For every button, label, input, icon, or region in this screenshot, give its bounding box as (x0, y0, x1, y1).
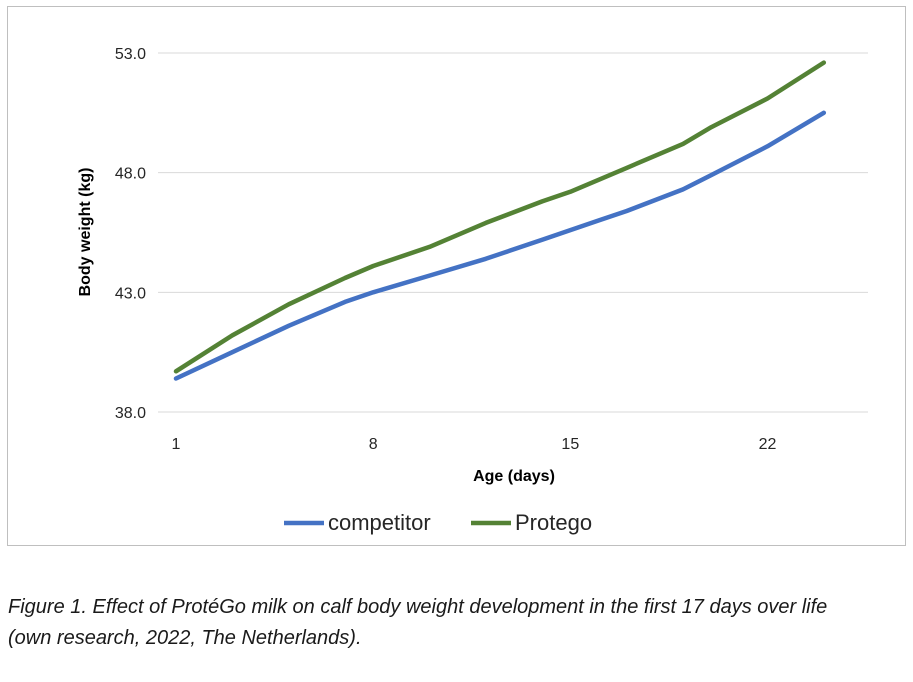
y-tick-label: 38.0 (115, 405, 146, 422)
legend-label-protego: Protego (515, 510, 592, 535)
series-line-competitor (173, 110, 827, 381)
x-axis-title: Age (days) (473, 468, 555, 485)
y-tick-label: 43.0 (115, 285, 146, 302)
caption-line-1: Figure 1. Effect of ProtéGo milk on calf… (8, 596, 828, 618)
x-tick-label: 22 (759, 436, 777, 453)
legend-label-competitor: competitor (328, 510, 431, 535)
y-tick-label: 53.0 (115, 46, 146, 63)
chart-area: 38.0 43.0 48.0 53.0 1 8 15 22 Body weight (kg)… (7, 6, 906, 546)
series-line-protego (173, 60, 827, 374)
figure-caption: Figure 1. Effect of ProtéGo milk on calf… (8, 592, 908, 654)
x-tick-label: 8 (369, 436, 378, 453)
caption-line-2: (own research, 2022, The Netherlands). (8, 627, 362, 649)
x-tick-label: 1 (172, 436, 181, 453)
y-tick-labels: 38.0 43.0 48.0 53.0 (115, 46, 146, 422)
y-axis-title: Body weight (kg) (77, 168, 94, 297)
y-tick-label: 48.0 (115, 166, 146, 183)
line-chart: 38.0 43.0 48.0 53.0 1 8 15 22 Body weight (kg)… (77, 46, 868, 535)
legend: competitor Protego (284, 510, 592, 535)
x-tick-label: 15 (561, 436, 579, 453)
series-lines (173, 60, 827, 381)
gridlines (158, 52, 868, 413)
x-tick-labels: 1 8 15 22 (172, 436, 777, 453)
